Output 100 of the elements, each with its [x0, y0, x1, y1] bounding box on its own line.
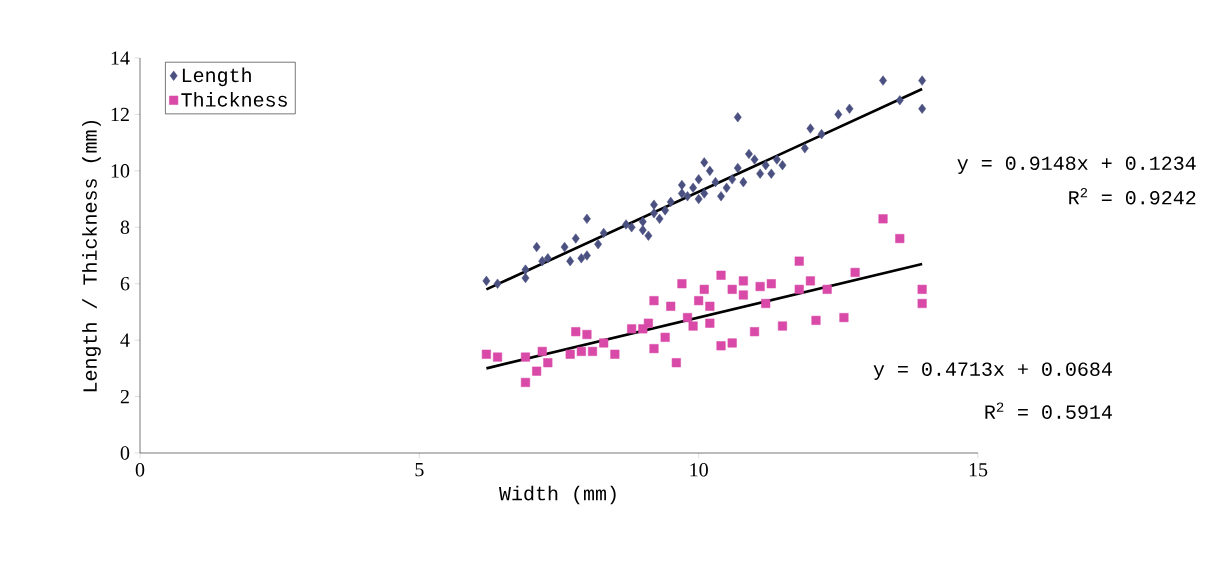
point — [794, 256, 804, 266]
x-tick-label: 5 — [415, 463, 424, 477]
point — [739, 177, 748, 188]
point — [532, 366, 542, 376]
point — [627, 222, 636, 233]
legend-label: Length — [182, 67, 251, 87]
point — [677, 279, 687, 289]
point — [917, 284, 927, 294]
point — [699, 284, 709, 294]
y-tick-label: 4 — [120, 333, 130, 347]
y-tick-label: 2 — [120, 389, 129, 404]
point — [599, 227, 608, 238]
point — [688, 321, 698, 331]
point — [700, 157, 709, 168]
point — [766, 279, 776, 289]
point — [750, 327, 760, 337]
x-axis-title: Width (mm) — [499, 485, 616, 505]
point — [918, 103, 927, 114]
y-tick-label: 6 — [120, 277, 130, 291]
point — [587, 346, 598, 356]
point — [538, 256, 547, 267]
point — [727, 338, 737, 348]
point — [493, 352, 503, 362]
y-tick-label: 14 — [111, 51, 130, 65]
point — [918, 75, 927, 86]
point — [666, 301, 676, 311]
point — [767, 168, 776, 179]
point — [682, 313, 693, 323]
point — [694, 296, 704, 306]
point — [643, 318, 653, 328]
point — [683, 191, 692, 202]
point — [649, 344, 659, 354]
point — [738, 290, 748, 300]
text: R$^{2}$ = 0.9242 — [1069, 187, 1196, 205]
point — [660, 332, 670, 342]
point — [661, 205, 670, 216]
point — [700, 188, 709, 199]
point — [622, 219, 630, 230]
point — [520, 352, 531, 362]
point — [755, 282, 765, 292]
y-tick-label: 0 — [120, 446, 130, 460]
point — [571, 327, 581, 337]
point — [845, 103, 854, 114]
point — [638, 216, 647, 227]
point — [671, 358, 681, 368]
point — [895, 95, 904, 106]
point — [722, 182, 731, 193]
point — [582, 329, 592, 340]
point — [705, 318, 715, 328]
point — [521, 273, 530, 284]
point — [761, 160, 770, 171]
point — [571, 233, 580, 244]
point — [705, 301, 715, 311]
point — [777, 321, 788, 331]
x-tick-label: 15 — [969, 463, 988, 477]
point — [482, 275, 491, 286]
point — [689, 182, 697, 193]
point — [811, 315, 821, 325]
point — [822, 284, 832, 294]
point — [577, 253, 586, 264]
point — [727, 284, 737, 294]
point — [493, 278, 502, 289]
point — [800, 143, 809, 154]
annotation: y = 0.4713x + 0.0684 — [873, 362, 1112, 380]
x-tick-label: 0 — [135, 463, 145, 477]
x-tick-label: 10 — [690, 463, 708, 477]
point — [761, 298, 771, 308]
point — [895, 234, 905, 244]
y-tick-label: 12 — [111, 107, 129, 122]
point — [750, 154, 759, 165]
point — [594, 239, 602, 250]
point — [794, 284, 804, 294]
point — [655, 213, 664, 224]
point — [778, 160, 787, 171]
y-tick-label: 8 — [120, 220, 130, 235]
point — [717, 191, 725, 202]
point — [716, 341, 726, 351]
point — [834, 109, 843, 120]
y-tick-label: 10 — [111, 164, 130, 178]
point — [638, 225, 647, 236]
point — [481, 349, 491, 359]
point — [694, 194, 703, 205]
point — [878, 214, 888, 224]
point — [850, 267, 860, 277]
point — [650, 199, 658, 210]
point — [716, 270, 726, 280]
point — [745, 148, 753, 159]
point — [520, 377, 531, 387]
point — [627, 324, 637, 334]
point — [560, 241, 569, 253]
point — [565, 349, 575, 359]
point — [649, 296, 659, 306]
point — [543, 253, 552, 264]
y-axis-title: Length / Thickness (mm) — [82, 120, 101, 392]
point — [694, 174, 703, 185]
point — [583, 250, 591, 261]
point — [537, 346, 547, 356]
point — [599, 338, 609, 348]
point — [756, 168, 764, 179]
point — [650, 208, 658, 219]
